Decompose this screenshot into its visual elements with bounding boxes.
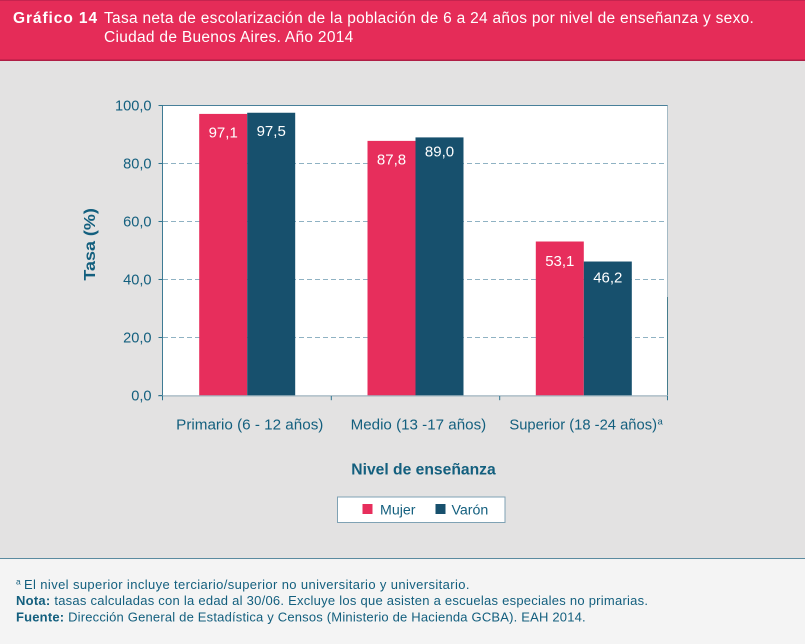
svg-text:53,1: 53,1 (545, 253, 574, 270)
svg-text:a: a (16, 577, 21, 587)
svg-text:Tasa (%): Tasa (%) (82, 208, 99, 281)
svg-text:Fuente: Dirección General de E: Fuente: Dirección General de Estadística… (16, 610, 586, 625)
svg-text:46,2: 46,2 (593, 270, 622, 287)
svg-text:87,8: 87,8 (377, 151, 406, 168)
svg-text:Medio (13 -17 años): Medio (13 -17 años) (351, 418, 487, 434)
svg-text:Nivel de enseñanza: Nivel de enseñanza (351, 462, 496, 479)
svg-text:a: a (658, 417, 664, 428)
svg-text:Superior (18 -24 años): Superior (18 -24 años) (509, 418, 657, 434)
svg-text:Nota: tasas calculadas con la: Nota: tasas calculadas con la edad al 30… (16, 593, 648, 608)
svg-text:Primario (6 - 12 años): Primario (6 - 12 años) (176, 418, 323, 434)
svg-text:97,5: 97,5 (257, 123, 286, 140)
svg-text:80,0: 80,0 (123, 157, 151, 173)
svg-text:89,0: 89,0 (425, 144, 454, 161)
svg-text:100,0: 100,0 (115, 99, 152, 115)
svg-text:60,0: 60,0 (123, 215, 151, 231)
svg-text:Mujer: Mujer (380, 503, 416, 519)
svg-text:20,0: 20,0 (123, 331, 151, 347)
svg-text:0,0: 0,0 (131, 389, 151, 405)
svg-text:97,1: 97,1 (209, 124, 238, 141)
svg-text:40,0: 40,0 (123, 273, 151, 289)
svg-text:Varón: Varón (452, 503, 489, 519)
svg-text:El nivel superior incluye terc: El nivel superior incluye terciario/supe… (24, 577, 470, 592)
